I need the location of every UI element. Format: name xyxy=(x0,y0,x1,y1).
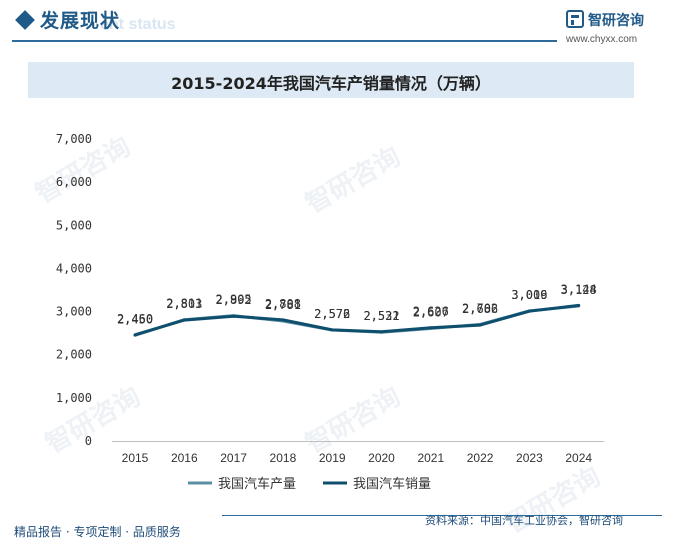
x-tick-label: 2016 xyxy=(171,451,198,465)
line-chart: 0 1,000 2,000 3,000 4,000 5,000 6,000 7,000 2015… xyxy=(56,132,604,492)
data-point xyxy=(577,303,581,307)
chart-title-bar: 2015-2024年我国汽车产销量情况（万辆） xyxy=(28,62,634,98)
y-tick-label: 3,000 xyxy=(56,305,92,319)
data-label: 2,607 xyxy=(413,306,449,320)
data-point xyxy=(281,318,285,322)
data-label: 2,781 xyxy=(265,298,301,312)
logo-name: 智研咨询 xyxy=(588,13,644,29)
header: ent status 发展现状 智研咨询 www.chyxx.com xyxy=(0,0,678,48)
data-label: 2,686 xyxy=(462,302,498,316)
y-tick-label: 1,000 xyxy=(56,391,92,405)
x-tick-label: 2019 xyxy=(319,451,346,465)
data-label: 2,892 xyxy=(216,293,252,307)
data-label: 3,016 xyxy=(511,288,547,302)
data-point xyxy=(429,326,433,330)
data-label: 3,009 xyxy=(511,288,547,302)
data-label: 3,144 xyxy=(561,282,597,296)
footer-divider xyxy=(222,515,662,516)
section-title: 发展现状 xyxy=(40,10,121,32)
x-tick-label: 2022 xyxy=(467,451,494,465)
logo-url: www.chyxx.com xyxy=(566,34,638,45)
x-tick-label: 2020 xyxy=(368,451,395,465)
data-point xyxy=(330,328,334,332)
y-tick-label: 4,000 xyxy=(56,261,92,275)
data-label: 2,626 xyxy=(413,305,449,319)
data-point xyxy=(527,309,531,313)
x-tick-label: 2024 xyxy=(565,451,592,465)
data-label: 2,460 xyxy=(117,312,153,326)
data-label: 2,905 xyxy=(216,293,252,307)
data-label: 2,531 xyxy=(363,309,399,323)
legend-label: 我国汽车产量 xyxy=(218,476,296,492)
data-label: 3,128 xyxy=(561,283,597,297)
data-label: 2,811 xyxy=(166,297,202,311)
data-label: 2,702 xyxy=(462,301,498,315)
data-point xyxy=(232,314,236,318)
y-tick-label: 5,000 xyxy=(56,218,92,232)
source-note: 资料来源：中国汽车工业协会，智研咨询 xyxy=(425,514,623,527)
chart-title: 2015-2024年我国汽车产销量情况（万辆） xyxy=(171,74,491,93)
data-label: 2,803 xyxy=(166,297,202,311)
data-label: 2,522 xyxy=(363,309,399,323)
data-point xyxy=(380,330,383,334)
data-label: 2,808 xyxy=(265,297,301,311)
data-label: 2,576 xyxy=(314,307,350,321)
x-tick-label: 2021 xyxy=(417,451,444,465)
legend-label: 我国汽车销量 xyxy=(353,476,431,492)
footer-tagline: 精品报告 · 专项定制 · 品质服务 xyxy=(14,525,181,539)
x-tick-label: 2015 xyxy=(122,451,149,465)
data-label: 2,450 xyxy=(117,312,153,326)
data-point xyxy=(182,318,186,322)
y-tick-label: 2,000 xyxy=(56,348,92,362)
x-tick-label: 2023 xyxy=(516,451,543,465)
data-point xyxy=(133,333,137,337)
logo-icon xyxy=(566,10,584,28)
data-label: 2,572 xyxy=(314,307,350,321)
y-tick-label: 0 xyxy=(85,434,92,448)
diamond-icon xyxy=(15,10,35,30)
y-tick-label: 7,000 xyxy=(56,132,92,146)
x-tick-label: 2018 xyxy=(270,451,297,465)
y-tick-label: 6,000 xyxy=(56,175,92,189)
section-title-en: ent status xyxy=(100,16,176,33)
data-point xyxy=(478,323,482,327)
series-line xyxy=(134,303,579,337)
x-tick-label: 2017 xyxy=(220,451,247,465)
header-divider xyxy=(12,40,557,42)
